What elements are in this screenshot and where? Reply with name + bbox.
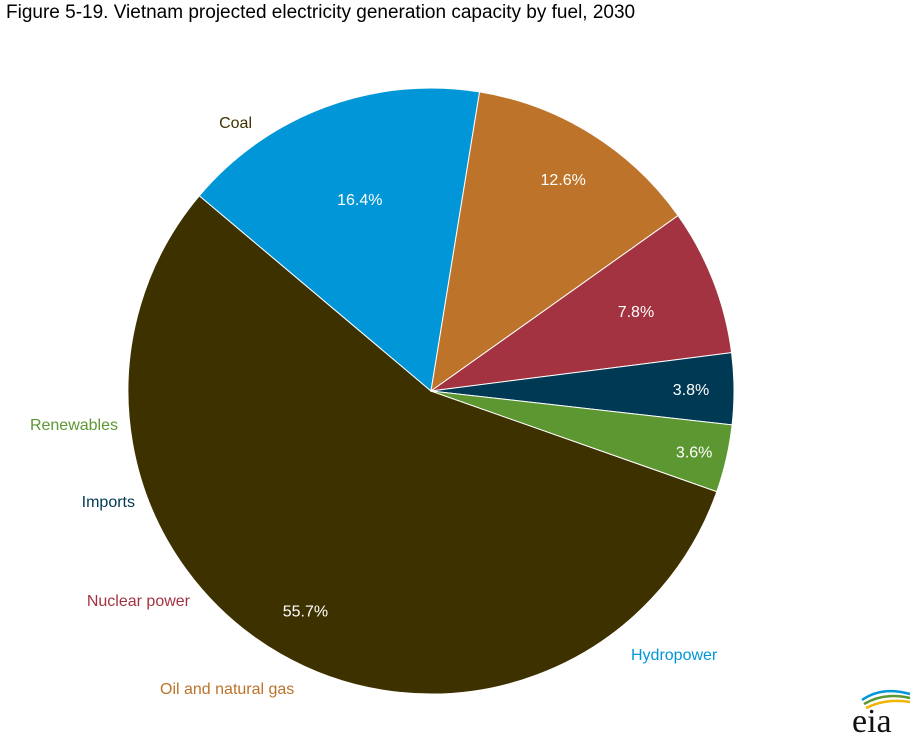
- pie-slice-renewables: [430, 390, 733, 493]
- pie-category-labels: Coal Hydropower Oil and natural gas Nuclear…: [30, 115, 718, 698]
- category-label-imports: Imports: [82, 494, 135, 511]
- value-label-hydropower: 16.4%: [337, 192, 382, 209]
- pie-slice-oil-and-natural-gas: [430, 91, 679, 393]
- pie-slice-nuclear-power: [430, 214, 733, 392]
- value-label-oil-and-natural-gas: 12.6%: [541, 172, 586, 189]
- pie-slice-hydropower: [198, 87, 481, 392]
- category-label-coal: Coal: [219, 115, 252, 132]
- chart-title: Figure 5-19. Vietnam projected electrici…: [6, 2, 636, 23]
- category-label-oil-and-natural-gas: Oil and natural gas: [160, 681, 294, 698]
- category-label-hydropower: Hydropower: [631, 647, 718, 664]
- eia-logo-text: eia: [852, 703, 892, 736]
- pie-value-labels: 55.7% 16.4% 12.6% 7.8% 3.8% 3.6%: [283, 172, 713, 621]
- value-label-nuclear-power: 7.8%: [618, 304, 654, 321]
- pie-slice-coal: [127, 195, 718, 695]
- category-label-renewables: Renewables: [30, 417, 118, 434]
- value-label-renewables: 3.6%: [676, 444, 712, 461]
- eia-logo: eia: [852, 689, 911, 736]
- category-label-nuclear-power: Nuclear power: [87, 593, 191, 610]
- pie-slices: [127, 87, 735, 695]
- value-label-imports: 3.8%: [673, 382, 709, 399]
- value-label-coal: 55.7%: [283, 604, 328, 621]
